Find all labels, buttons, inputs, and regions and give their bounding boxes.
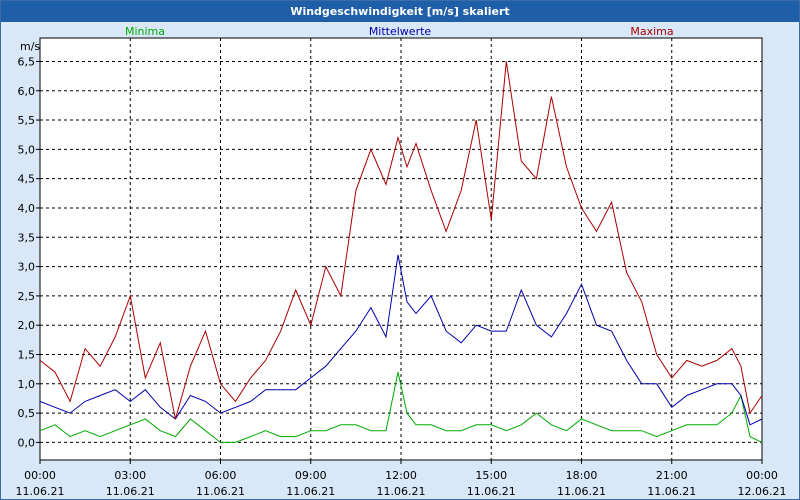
legend-mittelwerte: Mittelwerte <box>369 25 432 38</box>
y-tick-label: 3,5 <box>18 231 36 244</box>
x-tick-time: 06:00 <box>205 469 237 482</box>
y-tick-label: 4,5 <box>18 173 36 186</box>
y-axis-label: m/s <box>20 40 40 53</box>
x-tick-date: 11.06.21 <box>196 485 245 498</box>
y-tick-label: 2,0 <box>18 319 36 332</box>
y-tick-label: 0,5 <box>18 407 36 420</box>
legend-minima: Minima <box>125 25 165 38</box>
series-lines <box>39 61 763 443</box>
y-tick-label: 6,5 <box>18 55 36 68</box>
x-tick-time: 15:00 <box>475 469 507 482</box>
series-line-minima <box>39 371 763 443</box>
x-tick-time: 21:00 <box>656 469 688 482</box>
x-tick-date: 11.06.21 <box>286 485 335 498</box>
x-tick-date: 11.06.21 <box>647 485 696 498</box>
y-axis-ticks: 0,0 0,5 1,0 1,5 2,0 2,5 3,0 3,5 4,0 4,5 5,0 5,5 6,0 6… <box>18 55 40 449</box>
y-tick-label: 5,0 <box>18 143 36 156</box>
y-tick-label: 5,5 <box>18 114 36 127</box>
y-tick-label: 6,0 <box>18 85 36 98</box>
x-tick-date: 11.06.21 <box>377 485 426 498</box>
series-line-maxima <box>39 61 763 420</box>
x-tick-date: 11.06.21 <box>106 485 155 498</box>
chart-title: Windgeschwindigkeit [m/s] skaliert <box>1 1 799 22</box>
x-tick-time: 00:00 <box>24 469 56 482</box>
y-tick-label: 1,5 <box>18 349 36 362</box>
x-tick-time: 12:00 <box>385 469 417 482</box>
x-tick-date: 12.06.21 <box>738 485 787 498</box>
x-tick-date: 11.06.21 <box>467 485 516 498</box>
y-tick-label: 2,5 <box>18 290 36 303</box>
grid-lines <box>40 38 762 460</box>
y-tick-label: 0,0 <box>18 436 36 449</box>
series-line-mittelwerte <box>39 254 763 426</box>
x-tick-time: 09:00 <box>295 469 327 482</box>
x-tick-time: 03:00 <box>114 469 146 482</box>
x-tick-date: 11.06.21 <box>557 485 606 498</box>
y-tick-label: 1,0 <box>18 378 36 391</box>
x-tick-time: 18:00 <box>566 469 598 482</box>
legend-maxima: Maxima <box>630 25 673 38</box>
x-tick-time: 00:00 <box>746 469 778 482</box>
x-tick-date: 11.06.21 <box>16 485 65 498</box>
y-tick-label: 4,0 <box>18 202 36 215</box>
y-tick-label: 3,0 <box>18 261 36 274</box>
x-axis-ticks: 00:00 11.06.21 03:00 11.06.21 06:00 11.06.21 0… <box>16 460 787 498</box>
